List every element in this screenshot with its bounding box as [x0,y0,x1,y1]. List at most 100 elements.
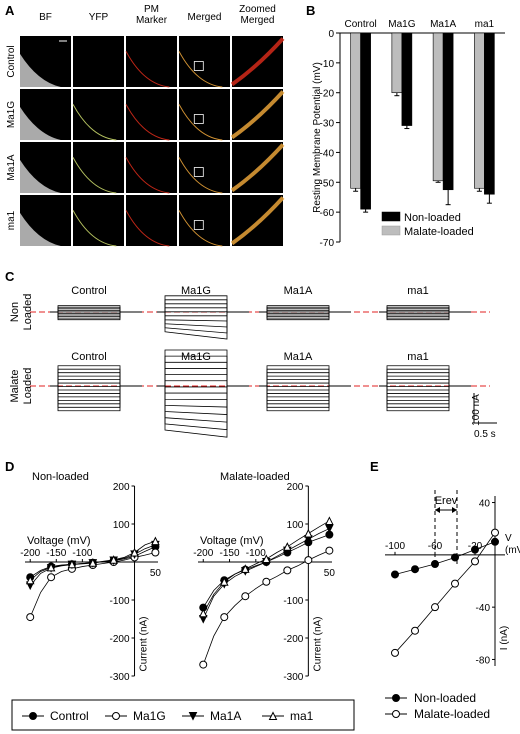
current-trace [379,311,471,321]
row-label: Control [6,45,17,77]
data-point [325,546,334,555]
bf-cell-shape [20,212,61,246]
current-trace [259,385,351,412]
zoomed-membrane [230,196,285,246]
membrane-signal [178,157,223,194]
bar [432,32,444,182]
y-tick-label: -40 [476,603,491,614]
bar [360,32,371,210]
data-point [241,592,250,601]
y-tick-label: -60 [320,208,335,219]
panel-d-iv-curves: Non-loaded -200 -150 -100 50 200 100 -100 -200 -3… [20,471,335,683]
current-trace [50,385,142,412]
data-point [151,536,160,546]
row-label: Ma1G [6,101,17,128]
trace-label: Control [71,351,106,363]
data-point [220,613,229,622]
y-tick-label: 200 [113,482,130,493]
micrograph-panel [179,89,230,140]
panel-c-current-traces: NonLoaded MalateLoaded Control Ma1G Ma1A ma1 C… [9,285,497,440]
chart-title: Non-loaded [32,471,89,483]
current-trace [259,368,351,387]
x-tick-label: 50 [324,568,336,579]
current-trace [157,311,249,322]
erev-arrowhead [435,507,440,513]
y-tick-label: -100 [283,596,303,607]
current-trace [157,374,249,387]
current-trace [259,385,351,398]
current-trace [379,368,471,387]
bar [391,32,403,94]
data-point [268,711,278,720]
current-trace [50,311,142,321]
bar [401,32,413,126]
trace-label: Control [71,285,106,297]
data-point [392,694,400,702]
data-point [325,524,334,534]
data-point [392,710,400,718]
row-label: ma1 [6,210,17,230]
panel-a-microscopy-grid: BF YFP PM Marker Merged Zoomed Merged Control Ma… [6,4,285,247]
trace-label: Ma1G [181,285,211,297]
current-trace [157,311,249,328]
membrane-signal [72,210,117,247]
micrograph-panel [126,89,177,140]
column-header: PM Marker [136,4,168,26]
trace-label: ma1 [407,351,428,363]
zoomed-membrane [230,143,285,193]
current-trace [259,311,351,321]
data-point [240,564,250,573]
current-trace [157,311,249,340]
membrane-signal [125,104,170,141]
current-trace [157,299,249,313]
data-point [411,626,419,635]
data-point [283,566,292,575]
y-tick-label: -20 [320,89,335,100]
category-label: Control [345,19,377,30]
bar [484,32,495,195]
bf-cell-shape [20,159,61,193]
legend-label: ma1 [290,709,314,723]
data-point [391,648,399,657]
data-point [29,712,37,720]
current-trace [157,307,249,313]
y-tick-label: -70 [320,238,335,249]
series-line [394,532,496,654]
legend-swatch [381,225,401,236]
bar [474,32,485,189]
legend-swatch [381,211,401,222]
current-trace [259,311,351,317]
current-trace [157,361,249,387]
data-point [262,554,271,563]
micrograph-panel [73,142,124,193]
data-point [451,579,459,588]
current-trace [50,306,142,313]
current-trace [157,385,249,431]
row-label: Ma1A [6,154,17,180]
row-label: NonLoaded [9,294,34,331]
data-point [391,570,399,579]
erev-arrowhead [452,507,457,513]
data-point [47,573,56,582]
y-tick-label: 100 [113,520,130,531]
category-label: Ma1G [388,19,415,30]
micrograph-panel [73,195,124,246]
current-trace [379,311,471,317]
y-tick-label: -40 [320,148,335,159]
y-axis-label: I (nA) [499,626,510,650]
current-trace [259,375,351,387]
y-tick-label: 40 [479,499,491,510]
bf-cell-shape [20,53,61,87]
data-point [451,553,459,562]
data-point [151,548,160,557]
data-point [325,516,334,525]
data-point [491,537,499,546]
current-trace [157,385,249,416]
row-label: MalateLoaded [9,368,34,405]
x-tick-label: 50 [150,568,162,579]
zoom-box [193,167,204,177]
column-header: YFP [89,12,109,23]
membrane-signal [125,51,170,88]
micrograph-panel [126,36,177,87]
